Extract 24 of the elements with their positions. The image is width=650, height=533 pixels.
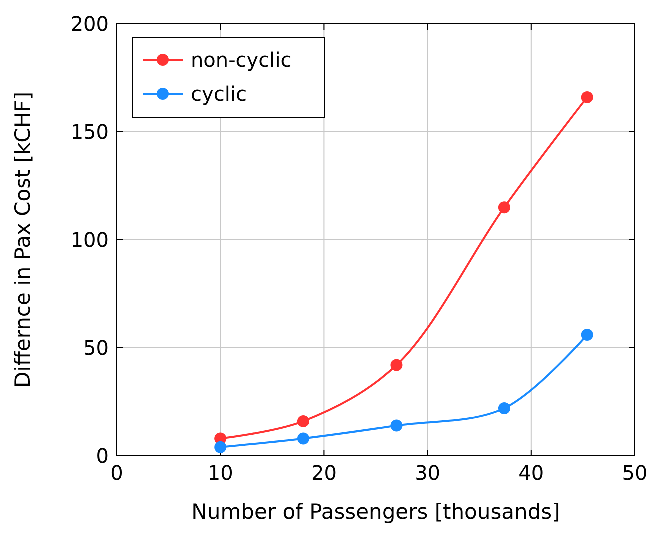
point (297, 432, 310, 445)
x-tick-label: 10 (208, 461, 234, 485)
y-tick-label: 0 (96, 444, 109, 468)
point (390, 359, 403, 372)
legend-label: non-cyclic (191, 48, 292, 72)
x-tick-label: 30 (415, 461, 441, 485)
point (498, 202, 510, 214)
point (581, 91, 594, 104)
y-tick-label: 100 (70, 228, 109, 252)
point (390, 420, 403, 432)
x-tick-label: 0 (110, 461, 124, 485)
point (498, 402, 510, 414)
x-axis-title: Number of Passengers [thousands] (192, 500, 560, 524)
y-tick-label: 50 (84, 336, 109, 360)
point (214, 441, 227, 454)
point (297, 415, 310, 428)
y-axis-title: Differnce in Pax Cost [kCHF] (11, 92, 35, 388)
legend-label: cyclic (191, 82, 247, 106)
point (581, 329, 594, 342)
y-tick-label: 200 (70, 12, 109, 36)
y-tick-label: 150 (70, 120, 109, 144)
x-tick-label: 20 (311, 461, 337, 485)
x-tick-label: 50 (622, 461, 648, 485)
x-tick-label: 40 (518, 461, 544, 485)
